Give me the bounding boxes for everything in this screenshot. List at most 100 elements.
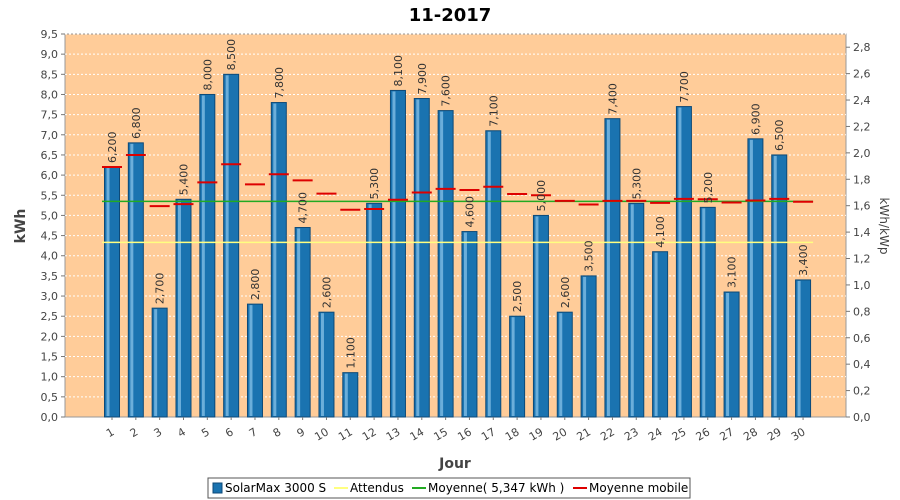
- data-label: 6,800: [130, 107, 143, 139]
- legend-label: SolarMax 3000 S: [225, 481, 326, 495]
- bar-highlight: [320, 313, 324, 416]
- x-tick-label: 27: [717, 425, 736, 443]
- x-tick-label: 10: [312, 425, 331, 443]
- x-axis-title: Jour: [438, 456, 471, 472]
- y-axis-title: kWh: [13, 209, 29, 244]
- legend-label: Moyenne( 5,347 kWh ): [428, 481, 564, 495]
- bar-highlight: [440, 111, 444, 416]
- y-tick-label: 6,5: [41, 149, 59, 162]
- bar-highlight: [487, 131, 491, 417]
- y-tick-label: 4,5: [41, 230, 59, 243]
- x-tick-label: 5: [199, 425, 212, 440]
- y-tick-label: 1,5: [41, 351, 59, 364]
- y-axis-left: 0,0 0,5 1,0 1,5 2,0 2,5 3,0 3,5 4,0 4,5 5,0 5,5 6,0 6…: [41, 28, 65, 424]
- y-right-tick-label: 0,6: [853, 332, 871, 345]
- y-tick-label: 7,5: [41, 109, 59, 122]
- x-tick-label: 11: [336, 425, 355, 443]
- bar-highlight: [201, 95, 205, 416]
- x-tick-label: 20: [551, 425, 570, 443]
- bar-highlight: [463, 232, 467, 416]
- data-label: 6,900: [749, 103, 762, 135]
- bar-highlight: [177, 200, 181, 416]
- data-label: 3,100: [726, 257, 739, 289]
- y-right-tick-label: 1,4: [853, 226, 871, 239]
- bar-series: [104, 73, 812, 418]
- bar-highlight: [654, 252, 658, 416]
- x-axis: 1 2 3 4 5 6 7 8 9 10 11 12 13 14 15 16 17 18 19 20 21 22 23 24 2…: [104, 417, 808, 444]
- y-tick-label: 7,0: [41, 129, 59, 142]
- data-label: 5,400: [177, 164, 190, 196]
- x-tick-label: 18: [503, 425, 522, 443]
- y-right-tick-label: 2,4: [853, 94, 871, 107]
- legend-swatch: [212, 482, 223, 494]
- y-axis-right: 0,0 0,2 0,4 0,6 0,8 1,0 1,2 1,4 1,6 1,8 2,0 2,2 2,4 2…: [846, 41, 871, 424]
- y-right-tick-label: 1,0: [853, 279, 871, 292]
- x-tick-label: 15: [431, 425, 450, 443]
- legend: SolarMax 3000 S Attendus Moyenne( 5,347 kW…: [207, 477, 691, 499]
- x-tick-label: 1: [104, 425, 117, 440]
- data-label: 3,500: [583, 240, 596, 272]
- y-right-tick-label: 1,6: [853, 200, 871, 213]
- x-tick-label: 4: [175, 425, 188, 440]
- data-label: 5,300: [368, 168, 381, 200]
- x-tick-label: 9: [295, 425, 308, 440]
- data-label: 5,300: [630, 168, 643, 200]
- data-label: 6,200: [106, 132, 119, 164]
- x-tick-label: 7: [247, 425, 260, 440]
- data-label: 4,100: [654, 216, 667, 248]
- data-label: 1,100: [344, 337, 357, 369]
- x-tick-label: 26: [694, 425, 713, 443]
- x-tick-label: 22: [598, 425, 617, 443]
- plot-area: [64, 33, 847, 418]
- bar-highlight: [702, 208, 706, 416]
- bar-highlight: [678, 107, 682, 416]
- bar-highlight: [559, 313, 563, 416]
- bar-highlight: [106, 168, 110, 416]
- x-tick-label: 3: [152, 425, 165, 440]
- bar-highlight: [392, 91, 396, 416]
- data-label: 7,400: [606, 83, 619, 115]
- x-tick-label: 24: [646, 425, 665, 443]
- y-right-tick-label: 0,4: [853, 358, 871, 371]
- x-tick-label: 17: [479, 425, 498, 443]
- data-label: 7,600: [440, 75, 453, 107]
- y-tick-label: 2,0: [41, 330, 59, 343]
- bar-highlight: [606, 119, 610, 417]
- x-tick-label: 19: [527, 425, 546, 443]
- legend-label: Moyenne mobile: [589, 481, 688, 495]
- data-label: 7,700: [678, 71, 691, 103]
- y-right-tick-label: 0,2: [853, 385, 871, 398]
- y-right-tick-label: 2,8: [853, 41, 871, 54]
- data-label: 4,700: [297, 192, 310, 224]
- y-right-tick-label: 1,2: [853, 253, 871, 266]
- x-tick-label: 25: [670, 425, 689, 443]
- bar-highlight: [130, 143, 134, 416]
- data-label: 3,400: [797, 244, 810, 276]
- y-tick-label: 1,0: [41, 371, 59, 384]
- data-label: 4,600: [463, 196, 476, 228]
- data-label: 5,000: [535, 180, 548, 212]
- bar-highlight: [797, 280, 801, 416]
- chart-title: 11-2017: [409, 5, 492, 26]
- x-tick-label: 30: [789, 425, 808, 443]
- bar-highlight: [630, 204, 634, 416]
- data-label: 5,200: [702, 172, 715, 204]
- x-tick-label: 23: [622, 425, 641, 443]
- y-tick-label: 0,5: [41, 391, 59, 404]
- y-tick-label: 5,5: [41, 189, 59, 202]
- y-tick-label: 9,5: [41, 28, 59, 41]
- bar-highlight: [368, 204, 372, 416]
- y-tick-label: 2,5: [41, 310, 59, 323]
- data-label: 8,500: [225, 39, 238, 71]
- bar-highlight: [273, 103, 277, 417]
- x-tick-label: 16: [455, 425, 474, 443]
- y-right-tick-label: 0,0: [853, 411, 871, 424]
- line-series: [102, 200, 814, 244]
- data-labels: 6,200 6,800 2,700 5,400 8,000 8,500 2,800 7,800…: [106, 39, 810, 369]
- bar-highlight: [154, 309, 158, 416]
- y-tick-label: 8,0: [41, 88, 59, 101]
- data-label: 8,000: [201, 59, 214, 91]
- x-tick-label: 12: [360, 425, 379, 443]
- legend-label: Attendus: [350, 481, 404, 495]
